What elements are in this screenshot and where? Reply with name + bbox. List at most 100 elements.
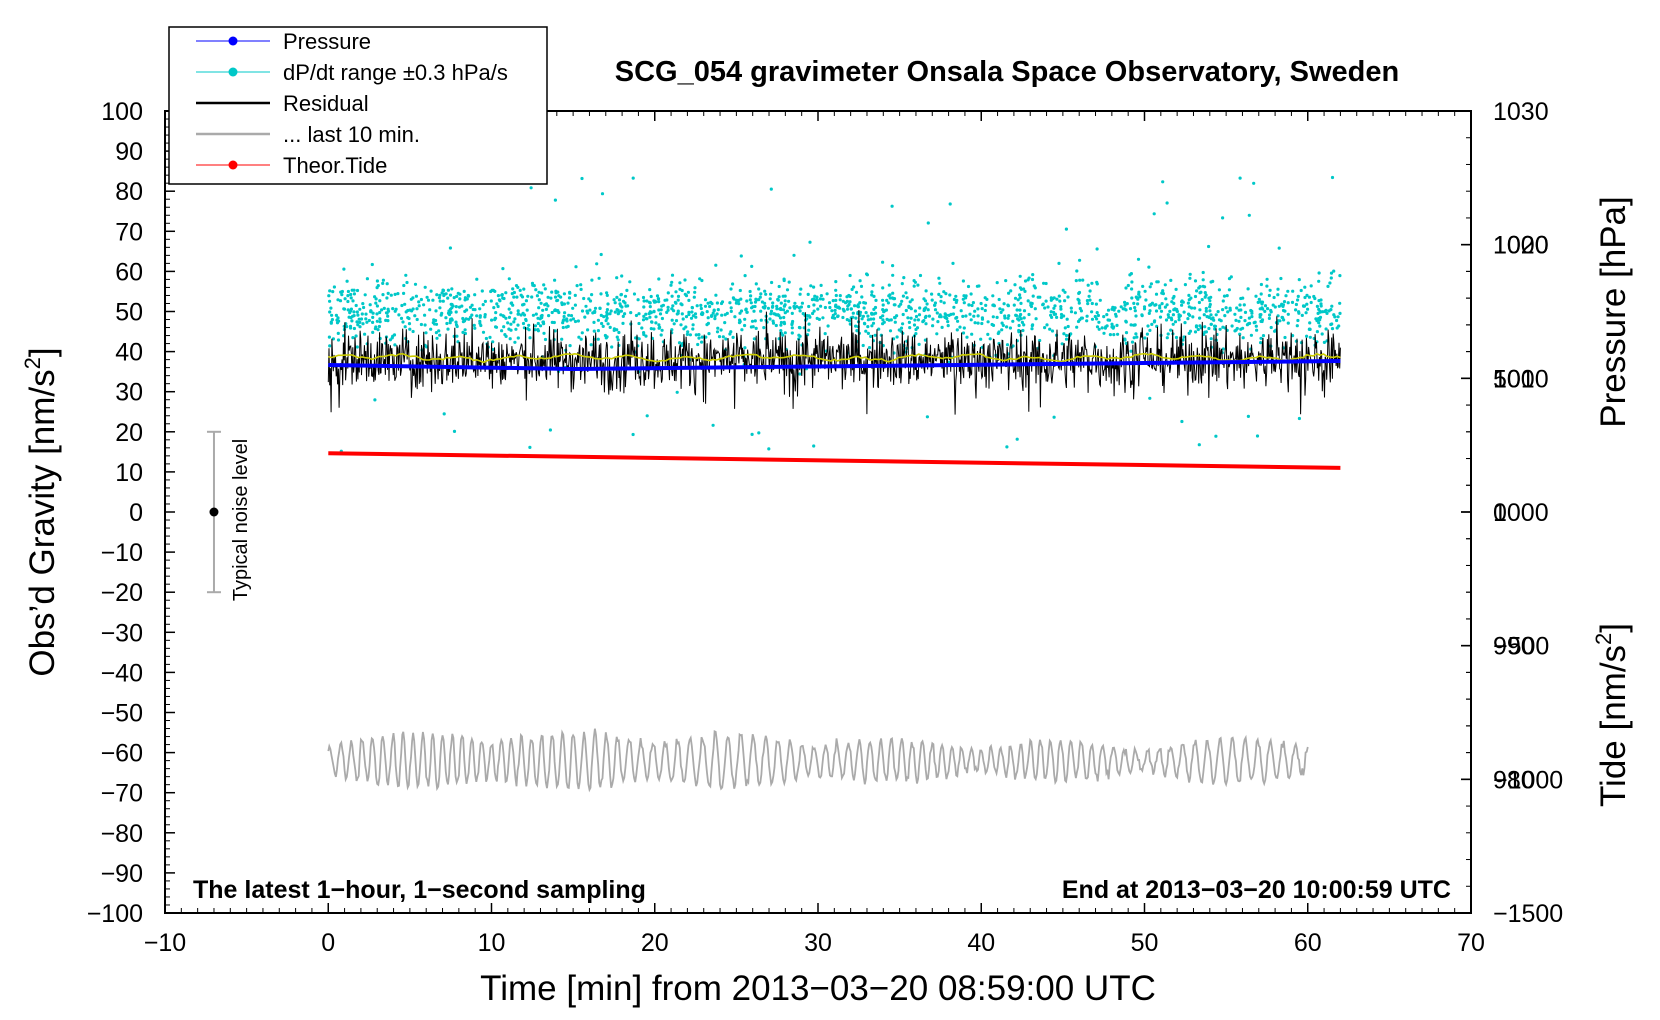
dpdt-point	[783, 311, 787, 315]
dpdt-point	[550, 310, 554, 315]
dpdt-point	[887, 283, 891, 287]
dpdt-point	[782, 308, 786, 312]
dpdt-point	[1006, 316, 1010, 320]
dpdt-point	[763, 289, 767, 293]
dpdt-point	[694, 315, 698, 319]
dpdt-point	[373, 398, 377, 402]
dpdt-point	[1259, 341, 1263, 345]
dpdt-point	[1031, 273, 1035, 277]
dpdt-point	[899, 326, 904, 330]
x-tick-label: 60	[1294, 929, 1322, 957]
dpdt-point	[1132, 301, 1136, 305]
dpdt-point	[834, 303, 838, 307]
dpdt-point	[1259, 300, 1263, 304]
dpdt-point	[1194, 325, 1199, 329]
dpdt-point	[408, 327, 412, 331]
dpdt-point	[1286, 301, 1290, 305]
dpdt-point	[1096, 313, 1100, 318]
dpdt-point	[456, 291, 460, 295]
dpdt-point	[965, 335, 969, 339]
dpdt-point	[521, 303, 525, 307]
dpdt-point	[1197, 443, 1201, 447]
dpdt-point	[1267, 316, 1271, 320]
dpdt-point	[812, 444, 816, 448]
dpdt-point	[1088, 289, 1092, 293]
dpdt-point	[812, 303, 816, 307]
dpdt-point	[862, 301, 866, 305]
dpdt-point	[1188, 272, 1192, 276]
dpdt-point	[536, 328, 540, 332]
dpdt-point	[787, 299, 791, 303]
dpdt-point	[1284, 294, 1288, 298]
dpdt-point	[1108, 333, 1112, 337]
dpdt-point	[758, 295, 762, 299]
dpdt-point	[354, 303, 358, 308]
dpdt-point	[1193, 330, 1198, 334]
dpdt-point	[951, 312, 956, 316]
dpdt-point	[399, 316, 404, 320]
dpdt-point	[371, 320, 375, 324]
dpdt-point	[1239, 327, 1243, 331]
dpdt-point	[757, 298, 761, 302]
dpdt-point	[672, 322, 676, 326]
dpdt-point	[454, 305, 458, 309]
dpdt-point	[527, 323, 531, 327]
dpdt-point	[954, 294, 958, 298]
dpdt-point	[489, 289, 493, 294]
dpdt-point	[1148, 303, 1152, 307]
dpdt-point	[680, 343, 684, 348]
dpdt-point	[363, 332, 367, 336]
dpdt-point	[991, 315, 995, 319]
dpdt-point	[649, 327, 653, 331]
dpdt-point	[343, 297, 347, 301]
dpdt-point	[791, 319, 795, 324]
dpdt-point	[1000, 328, 1004, 332]
dpdt-point	[1140, 313, 1144, 317]
dpdt-point	[334, 313, 338, 317]
dpdt-point	[659, 333, 663, 337]
dpdt-point	[617, 330, 621, 335]
dpdt-point	[779, 329, 783, 333]
dpdt-point	[1276, 293, 1280, 297]
dpdt-point	[936, 320, 940, 324]
dpdt-point	[455, 334, 459, 338]
dpdt-point	[1213, 324, 1217, 328]
dpdt-point	[909, 316, 913, 320]
dpdt-point	[1169, 316, 1173, 320]
dpdt-point	[500, 293, 504, 297]
dpdt-point	[854, 290, 859, 294]
y-tick-label: 90	[115, 138, 143, 166]
dpdt-point	[327, 294, 331, 298]
dpdt-point	[1150, 322, 1154, 326]
dpdt-point	[1017, 328, 1021, 333]
tide-series	[328, 451, 1341, 470]
dpdt-point	[1229, 275, 1233, 279]
noise-level-label: Typical noise level	[230, 439, 252, 601]
tide-tick-label: 0	[1493, 499, 1507, 527]
dpdt-point	[761, 305, 765, 309]
dpdt-point	[1053, 304, 1057, 308]
dpdt-point	[769, 309, 774, 313]
dpdt-point	[1059, 315, 1063, 320]
dpdt-point	[797, 325, 802, 330]
pressure-tick-label: 980	[1493, 766, 1535, 794]
dpdt-point	[642, 332, 646, 337]
dpdt-point	[893, 315, 897, 320]
dpdt-point	[881, 260, 885, 264]
dpdt-point	[515, 295, 519, 299]
dpdt-point	[841, 315, 845, 320]
dpdt-point	[1221, 308, 1225, 312]
dpdt-point	[378, 317, 382, 321]
dpdt-point	[406, 308, 410, 313]
dpdt-point	[1057, 294, 1061, 298]
dpdt-point	[645, 299, 649, 303]
dpdt-point	[867, 346, 872, 350]
dpdt-point	[642, 305, 646, 309]
dpdt-point	[979, 301, 983, 306]
dpdt-point	[873, 333, 877, 337]
dpdt-point	[1048, 327, 1052, 331]
dpdt-point	[771, 321, 776, 325]
dpdt-point	[848, 273, 852, 278]
dpdt-point	[328, 310, 332, 314]
dpdt-point	[1130, 280, 1134, 284]
